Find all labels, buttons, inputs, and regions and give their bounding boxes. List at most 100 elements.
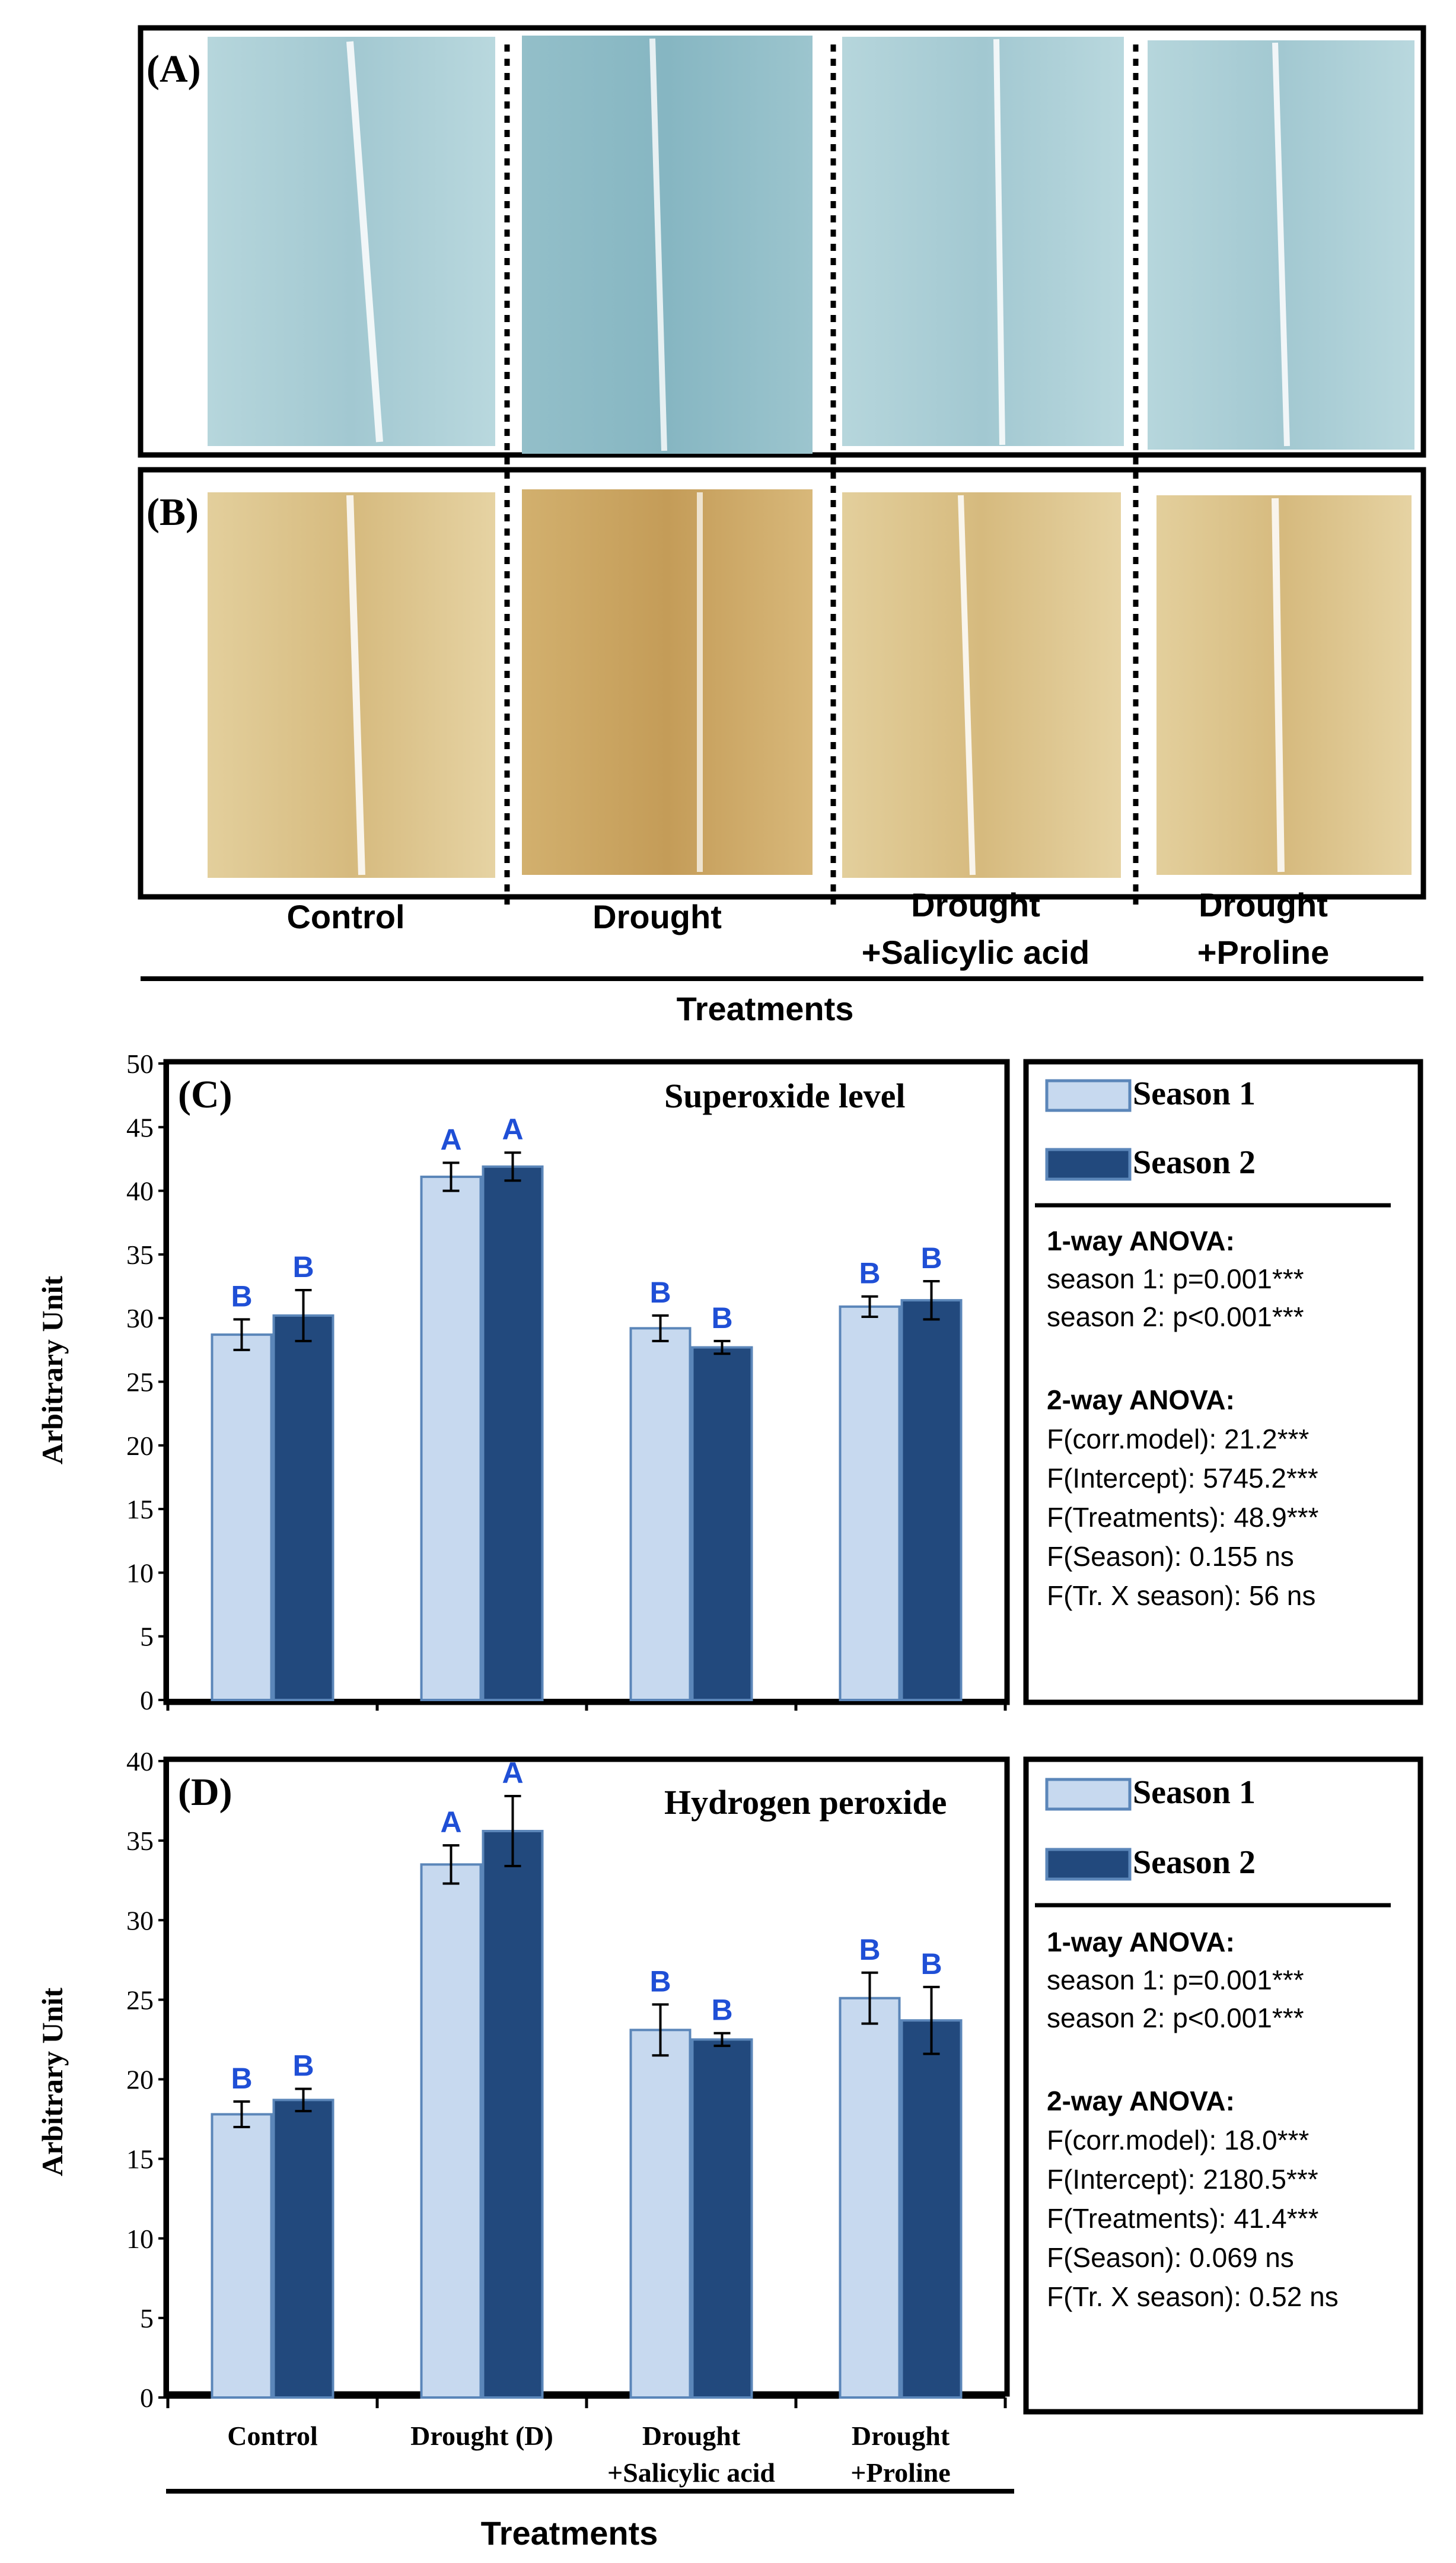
stats-d-line2: F(corr.model): 18.0*** — [1047, 2125, 1309, 2156]
panel-a-label: (A) — [146, 47, 201, 91]
y-tick-label: 25 — [126, 1367, 154, 1397]
stats-d-line3: F(Intercept): 2180.5*** — [1047, 2164, 1318, 2195]
stats-c-heading1: 1-way ANOVA: — [1047, 1225, 1235, 1256]
significance-letter: B — [649, 1965, 671, 1998]
leaf-treatment-labels: Control Drought Drought +Salicylic acid … — [286, 886, 1329, 971]
legend-c-season2: Season 2 — [1133, 1144, 1256, 1181]
panel-b-frame — [138, 467, 1426, 900]
significance-letter: B — [920, 1241, 942, 1275]
stats-d-line5: F(Season): 0.069 ns — [1047, 2242, 1294, 2273]
stats-d-line1b: season 2: p<0.001*** — [1047, 2002, 1304, 2033]
treatment-separators — [504, 44, 1139, 905]
chart-d-ylabel: Arbitrary Unit — [36, 1988, 69, 2176]
bar-season1 — [211, 2113, 273, 2399]
leaf-image-salicylic-b — [842, 492, 1121, 878]
bar-season1 — [420, 1175, 482, 1701]
y-tick-label: 30 — [126, 1303, 154, 1333]
bar-season2 — [272, 1314, 334, 1701]
significance-letter: B — [292, 2049, 314, 2083]
y-tick-label: 40 — [126, 1746, 154, 1776]
leaf-label-drought: Drought — [592, 898, 722, 935]
stats-d-line4: F(Treatments): 41.4*** — [1047, 2203, 1319, 2234]
leaf-image-salicylic-a — [842, 37, 1124, 446]
y-tick-label: 10 — [126, 2224, 154, 2254]
y-tick-label: 10 — [126, 1558, 154, 1588]
significance-letter: B — [711, 1301, 732, 1335]
bar-season2 — [482, 1165, 544, 1702]
bar-season1 — [629, 2029, 692, 2399]
significance-letter: A — [502, 1113, 523, 1146]
stats-box-c: Season 1 Season 2 1-way ANOVA: season 1:… — [1023, 1059, 1423, 1705]
significance-letter: B — [231, 1279, 252, 1313]
bar-season2 — [482, 1830, 544, 2399]
stats-c-line5: F(Season): 0.155 ns — [1047, 1541, 1294, 1572]
stats-c-line2: F(corr.model): 21.2*** — [1047, 1424, 1309, 1454]
y-tick-label: 25 — [126, 1985, 154, 2015]
significance-letter: B — [920, 1947, 942, 1981]
significance-letter: A — [502, 1756, 523, 1790]
significance-letter: A — [440, 1806, 461, 1839]
significance-letter: B — [859, 1933, 880, 1966]
legend-d-swatch-season2 — [1045, 1848, 1132, 1881]
stats-box-d: Season 1 Season 2 1-way ANOVA: season 1:… — [1023, 1756, 1423, 2415]
bar-season2 — [900, 2019, 963, 2399]
stats-d-heading2: 2-way ANOVA: — [1047, 2086, 1235, 2116]
chart-c-panel-label: (C) — [178, 1073, 232, 1116]
stats-c-frame — [1023, 1059, 1423, 1705]
stats-d-line1a: season 1: p=0.001*** — [1047, 1965, 1304, 1995]
stats-c-line6: F(Tr. X season): 56 ns — [1047, 1580, 1315, 1611]
panel-a: (A) — [138, 25, 1426, 458]
leaf-image-proline-a — [1148, 40, 1414, 450]
bar-season1 — [839, 1305, 901, 1701]
x-category-label: Control — [227, 2421, 318, 2451]
leaf-label-proline-line2: +Proline — [1197, 934, 1330, 971]
significance-letter: B — [231, 2062, 252, 2095]
chart-c-ylabel: Arbitrary Unit — [36, 1276, 69, 1464]
x-category-label: +Proline — [850, 2457, 950, 2488]
y-tick-label: 0 — [140, 1685, 154, 1715]
y-tick-label: 15 — [126, 2144, 154, 2174]
leaf-label-proline-line1: Drought — [1199, 886, 1328, 924]
significance-letter: B — [711, 1994, 732, 2027]
chart-d-frame — [163, 1756, 1010, 2397]
chart-d-panel-label: (D) — [178, 1771, 232, 1814]
legend-d-season1: Season 1 — [1133, 1774, 1256, 1811]
stats-d-line6: F(Tr. X season): 0.52 ns — [1047, 2281, 1339, 2312]
x-category-label: +Salicylic acid — [607, 2457, 775, 2488]
y-tick-label: 5 — [140, 1622, 154, 1652]
leaf-image-control-a — [208, 37, 495, 446]
stats-c-heading2: 2-way ANOVA: — [1047, 1384, 1235, 1415]
leaf-label-salicylic-line1: Drought — [911, 886, 1040, 924]
stats-c-line4: F(Treatments): 48.9*** — [1047, 1502, 1319, 1533]
bar-season2 — [691, 1346, 753, 1702]
panel-b-label: (B) — [146, 491, 199, 534]
chart-d: (D) Hydrogen peroxide Arbitrary Unit 0 5 1… — [36, 1746, 1010, 2488]
y-tick-label: 20 — [126, 2065, 154, 2095]
bar-season1 — [629, 1327, 692, 1701]
panel-b: (B) — [138, 467, 1426, 900]
legend-d-swatch-season1 — [1045, 1778, 1132, 1811]
y-tick-label: 30 — [126, 1905, 154, 1935]
x-category-label: Drought — [852, 2421, 950, 2451]
chart-d-title: Hydrogen peroxide — [664, 1783, 947, 1822]
bar-season2 — [272, 2099, 334, 2399]
leaf-label-salicylic-line2: +Salicylic acid — [862, 934, 1089, 971]
leaf-label-control: Control — [286, 898, 404, 935]
bar-season2 — [900, 1299, 963, 1701]
bar-season2 — [691, 2038, 753, 2399]
bar-season1 — [420, 1863, 482, 2399]
y-tick-label: 20 — [126, 1431, 154, 1461]
treatments-label-top: Treatments — [677, 990, 854, 1027]
chart-c: (C) Superoxide level Arbitrary Unit 0 5 10… — [36, 1049, 1010, 1715]
panel-a-frame — [138, 25, 1426, 458]
legend-d-season2: Season 2 — [1133, 1844, 1256, 1881]
legend-c-season1: Season 1 — [1133, 1075, 1256, 1112]
legend-c-swatch-season1 — [1045, 1079, 1132, 1112]
y-tick-label: 5 — [140, 2303, 154, 2333]
stats-d-frame — [1023, 1756, 1423, 2415]
legend-c-swatch-season2 — [1045, 1148, 1132, 1181]
significance-letter: B — [859, 1257, 880, 1290]
y-tick-label: 35 — [126, 1826, 154, 1856]
x-category-label: Drought (D) — [410, 2421, 553, 2451]
